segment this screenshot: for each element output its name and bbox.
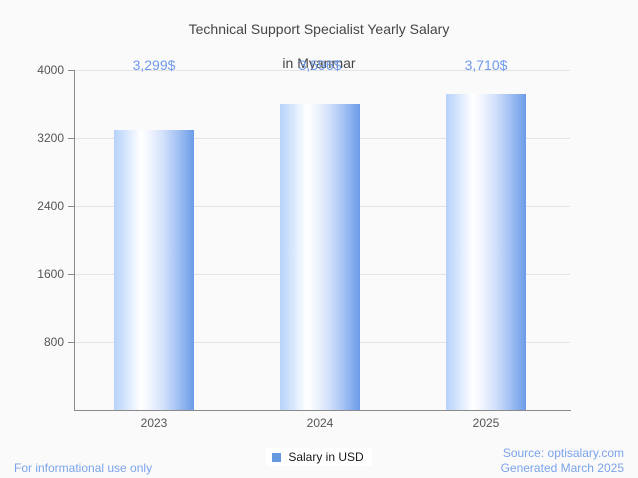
x-tick-label-2024: 2024 [306,416,334,430]
footer-generated: Generated March 2025 [500,461,624,475]
y-tick-mark-4000 [68,70,74,71]
chart-title-line-2: in Myanmar [282,55,356,71]
x-axis-line [74,410,571,411]
x-tick-label-2023: 2023 [140,416,168,430]
footer-disclaimer: For informational use only [14,461,153,475]
y-tick-mark-2400 [68,206,74,207]
y-tick-label-4000: 4000 [37,63,64,77]
chart-title-line-1: Technical Support Specialist Yearly Sala… [188,21,450,37]
y-tick-mark-800 [68,342,74,343]
bar-value-label-2025: 3,710$ [464,57,508,73]
y-tick-mark-3200 [68,138,74,139]
chart-legend: Salary in USD [0,448,638,466]
y-tick-label-1600: 1600 [37,267,64,281]
y-tick-label-2400: 2400 [37,199,64,213]
legend-label: Salary in USD [288,450,364,464]
y-axis-line [74,70,75,411]
gridline-4000 [74,70,570,71]
x-tick-label-2025: 2025 [472,416,500,430]
bar-2024[interactable] [280,104,360,410]
chart-title: Technical Support Specialist Yearly Sala… [0,4,638,72]
legend-swatch-icon [272,452,282,462]
bar-2025[interactable] [446,94,526,410]
y-tick-label-3200: 3200 [37,131,64,145]
bar-value-label-2023: 3,299$ [132,57,176,73]
y-tick-mark-1600 [68,274,74,275]
y-tick-label-800: 800 [43,335,64,349]
legend-item-salary[interactable]: Salary in USD [266,448,372,466]
bar-value-label-2024: 3,596$ [298,57,342,73]
footer-attribution: Source: optisalary.com Generated March 2… [501,446,624,476]
footer-source: Source: optisalary.com [502,446,624,460]
bar-2023[interactable] [114,130,194,410]
